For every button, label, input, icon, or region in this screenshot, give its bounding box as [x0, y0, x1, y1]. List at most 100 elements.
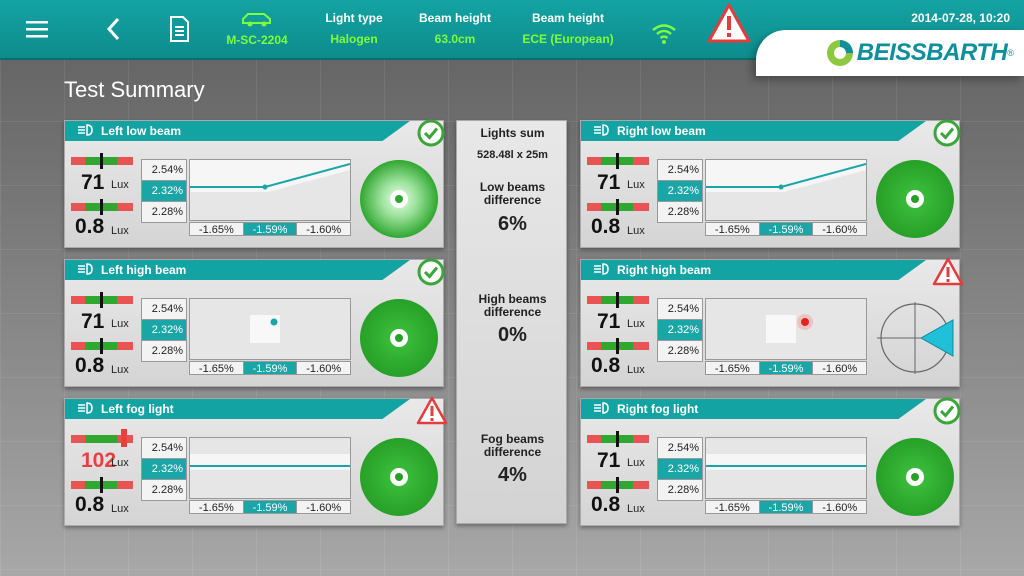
- beam-card-right-high[interactable]: Right high beam 71 Lux 0.8 Lux 2.54% 2.3…: [580, 257, 964, 387]
- small-lux-value: 0.8: [75, 215, 105, 238]
- high-beam-left-icon: [77, 262, 93, 278]
- vertical-top-value: 2.54%: [141, 159, 187, 180]
- vertical-mid-value: 2.32%: [657, 180, 703, 201]
- vertical-bottom-value: 2.28%: [657, 201, 703, 223]
- vertical-top-value: 2.54%: [657, 437, 703, 458]
- horizontal-mid-value: -1.59%: [758, 500, 813, 514]
- vertical-top-value: 2.54%: [141, 298, 187, 319]
- summary-panel: Lights sum 528.48l x 25m Low beams diffe…: [456, 120, 567, 524]
- lux-value: 71: [81, 171, 105, 194]
- small-lux-value: 0.8: [591, 354, 621, 377]
- beam-card-left-fog[interactable]: Left fog light 102 Lux 0.8 Lux 2.54% 2.3…: [64, 396, 448, 526]
- lights-sum-value: 528.48l x 25m: [477, 149, 548, 161]
- warning-icon: [416, 396, 448, 425]
- vertical-values: 2.54% 2.32% 2.28%: [141, 437, 187, 501]
- lux-meter: [587, 153, 649, 169]
- beam-height-value: 63.0cm: [434, 32, 476, 46]
- small-lux-meter: [71, 477, 133, 493]
- beam-card-left-low[interactable]: Left low beam 71 Lux 0.8 Lux 2.54% 2.32%…: [64, 119, 445, 248]
- report-icon: [170, 16, 189, 42]
- beam-card-right-fog[interactable]: Right fog light 71 Lux 0.8 Lux 2.54% 2.3…: [580, 396, 962, 526]
- warning-icon: [932, 257, 964, 286]
- lamp-indicator: [875, 298, 955, 378]
- beam-standard-value: ECE (European): [522, 32, 614, 46]
- lux-meter: [71, 153, 133, 169]
- lamp-green-icon: [360, 299, 438, 377]
- report-button[interactable]: [168, 14, 190, 44]
- brand-mark-icon: [826, 40, 853, 66]
- small-lux-meter: [71, 338, 133, 354]
- lux-value: 71: [597, 171, 621, 194]
- vertical-mid-value: 2.32%: [141, 180, 187, 201]
- card-title: Left low beam: [101, 124, 182, 138]
- beam-card-right-low[interactable]: Right low beam 71 Lux 0.8 Lux 2.54% 2.32…: [580, 119, 961, 248]
- lux-meter: [587, 431, 649, 447]
- horizontal-right-value: -1.60%: [296, 500, 352, 514]
- lamp-green-icon: [876, 438, 954, 516]
- lux-meter: [71, 429, 133, 447]
- beam-pattern-plot: [189, 159, 351, 221]
- check-icon: [933, 397, 961, 425]
- lux-meter: [587, 292, 649, 308]
- horizontal-values: -1.65% -1.59% -1.60%: [189, 361, 352, 375]
- lux-value: 71: [81, 310, 105, 333]
- back-arrow-icon: [106, 17, 120, 41]
- vertical-mid-value: 2.32%: [657, 319, 703, 340]
- card-header: Right high beam: [581, 260, 926, 280]
- check-icon: [933, 119, 961, 147]
- vertical-bottom-value: 2.28%: [141, 340, 187, 362]
- beam-height-info: Beam height 63.0cm: [414, 11, 496, 46]
- menu-icon: [26, 21, 48, 38]
- card-title: Right fog light: [617, 402, 699, 416]
- fog-beams-diff-label: Fog beams difference: [480, 432, 545, 459]
- beam-pattern-plot: [705, 437, 867, 499]
- small-lux-meter: [71, 199, 133, 215]
- vertical-mid-value: 2.32%: [657, 458, 703, 479]
- card-title: Right low beam: [617, 124, 706, 138]
- status-icon: [932, 396, 962, 426]
- status-icon: [416, 396, 448, 426]
- lamp-indicator: [359, 298, 439, 378]
- horizontal-left-value: -1.65%: [189, 500, 243, 514]
- low-beam-right-icon: [593, 123, 609, 139]
- light-type-label: Light type: [325, 11, 383, 25]
- lamp-indicator: [359, 159, 439, 239]
- vertical-mid-value: 2.32%: [141, 458, 187, 479]
- fog-light-left-icon: [77, 401, 93, 417]
- card-title: Left fog light: [101, 402, 174, 416]
- back-button[interactable]: [104, 14, 124, 44]
- vertical-bottom-value: 2.28%: [141, 479, 187, 501]
- horizontal-right-value: -1.60%: [296, 222, 352, 236]
- vertical-top-value: 2.54%: [141, 437, 187, 458]
- aim-direction-icon: [877, 302, 954, 374]
- small-lux-unit: Lux: [111, 364, 129, 376]
- beam-card-left-high[interactable]: Left high beam 71 Lux 0.8 Lux 2.54% 2.32…: [64, 257, 446, 387]
- vertical-bottom-value: 2.28%: [657, 479, 703, 501]
- high-beams-diff-value: 0%: [498, 324, 527, 346]
- beam-pattern-plot: [189, 437, 351, 499]
- vehicle-info: M-SC-2204: [222, 11, 292, 47]
- horizontal-mid-value: -1.59%: [242, 361, 297, 375]
- high-beam-right-icon: [593, 262, 609, 278]
- vertical-values: 2.54% 2.32% 2.28%: [657, 159, 703, 223]
- lamp-indicator: [875, 159, 955, 239]
- fog-beams-diff-value: 4%: [498, 464, 527, 486]
- vertical-bottom-value: 2.28%: [141, 201, 187, 223]
- horizontal-mid-value: -1.59%: [242, 500, 297, 514]
- horizontal-right-value: -1.60%: [296, 361, 352, 375]
- lux-unit: Lux: [111, 179, 129, 191]
- vertical-values: 2.54% 2.32% 2.28%: [657, 437, 703, 501]
- small-lux-value: 0.8: [75, 354, 105, 377]
- card-header: Right fog light: [581, 399, 926, 419]
- small-lux-unit: Lux: [111, 503, 129, 515]
- lux-unit: Lux: [111, 457, 129, 469]
- card-header: Right low beam: [581, 121, 926, 141]
- brand-name: BEISSBARTH: [856, 39, 1008, 66]
- small-lux-value: 0.8: [75, 493, 105, 516]
- beam-pattern-plot: [705, 298, 867, 360]
- lux-meter: [71, 292, 133, 308]
- warning-button[interactable]: [706, 3, 752, 43]
- small-lux-unit: Lux: [627, 225, 645, 237]
- status-icon: [416, 257, 446, 287]
- menu-button[interactable]: [24, 14, 50, 44]
